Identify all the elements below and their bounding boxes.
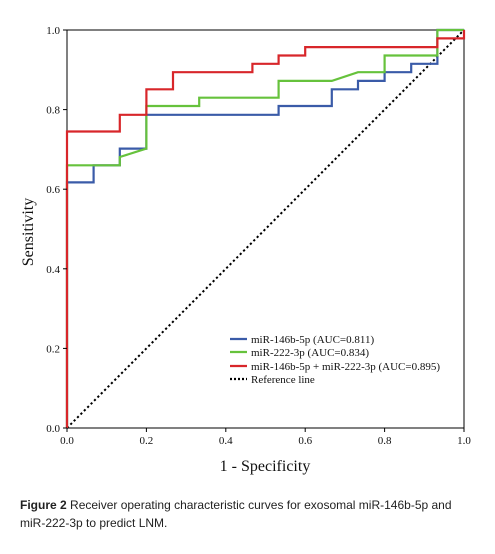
legend: miR-146b-5p (AUC=0.811)miR-222-3p (AUC=0…	[225, 328, 458, 390]
roc-curve-1	[65, 28, 464, 428]
figure-caption: Figure 2 Receiver operating characterist…	[20, 496, 480, 532]
x-tick-label: 0.0	[60, 435, 74, 447]
y-axis-title: Sensitivity	[20, 198, 37, 266]
x-tick-label: 1.0	[457, 435, 471, 447]
y-tick-label: 0.4	[46, 264, 60, 276]
y-tick-label: 0.0	[46, 423, 60, 435]
legend-box	[225, 328, 458, 390]
x-tick-label: 0.4	[219, 435, 233, 447]
y-tick-label: 0.8	[46, 105, 60, 117]
x-tick-label: 0.2	[140, 435, 154, 447]
x-tick-label: 0.8	[378, 435, 392, 447]
legend-label: miR-222-3p (AUC=0.834)	[251, 347, 369, 359]
x-tick-label: 0.6	[298, 435, 312, 447]
curves-group	[65, 28, 466, 429]
x-axis-title: 1 - Specificity	[220, 458, 311, 475]
roc-chart: 0.0 0.2 0.4 0.6 0.8 1.0 0.0 0.2 0.4 0.6 0.8 1.0 1 -…	[20, 25, 471, 475]
y-tick-label: 0.2	[46, 343, 60, 355]
legend-label: miR-146b-5p (AUC=0.811)	[251, 334, 374, 346]
y-tick-label: 0.6	[46, 184, 60, 196]
roc-curve-2	[65, 30, 466, 428]
caption-label: Figure 2	[20, 498, 67, 512]
caption-text: Receiver operating characteristic curves…	[20, 498, 452, 530]
legend-label: Reference line	[251, 374, 315, 386]
ticks-group: 0.0 0.2 0.4 0.6 0.8 1.0 0.0 0.2 0.4 0.6 0.8 1.0	[46, 25, 471, 447]
legend-label: miR-146b-5p + miR-222-3p (AUC=0.895)	[251, 361, 440, 373]
y-tick-label: 1.0	[46, 25, 60, 37]
